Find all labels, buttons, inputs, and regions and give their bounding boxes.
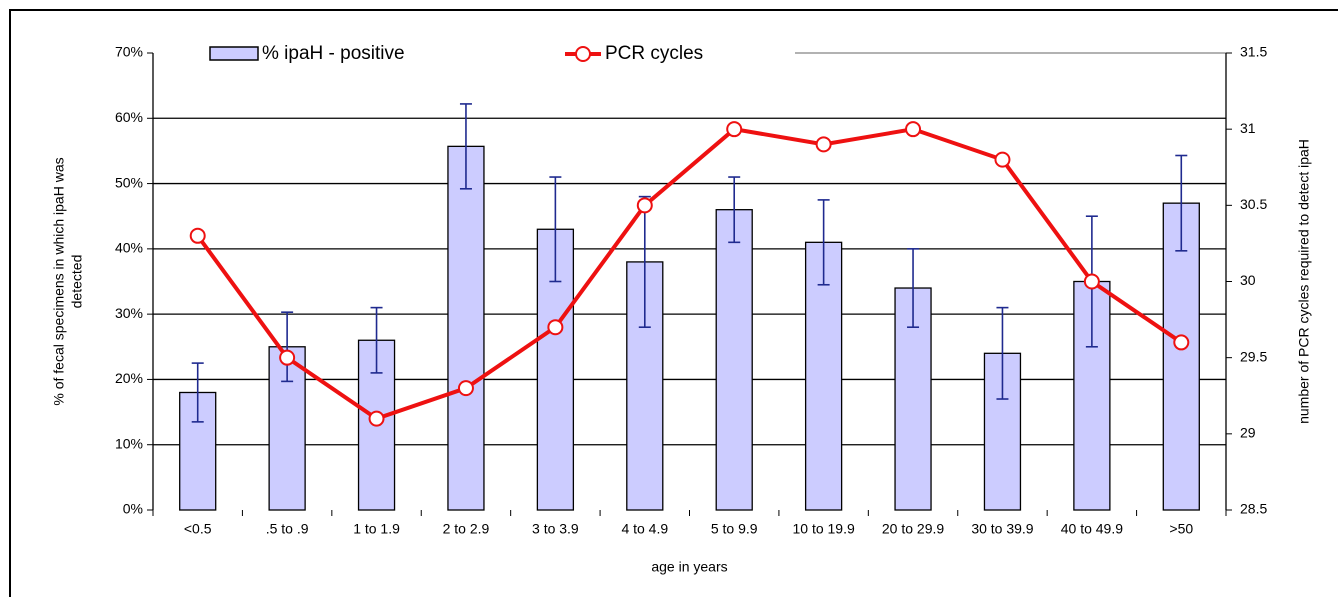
error-bar — [728, 176, 741, 244]
x-tick-label: .5 to .9 — [266, 521, 309, 537]
error-bar — [459, 103, 472, 190]
legend-swatch — [209, 46, 259, 61]
x-tick-label: 10 to 19.9 — [792, 521, 854, 537]
y2-tick-label: 30 — [1240, 272, 1256, 288]
x-axis-title: age in years — [651, 559, 727, 575]
x-tick-label: <0.5 — [184, 521, 212, 537]
line-marker — [815, 136, 832, 153]
x-tick-label: 30 to 39.9 — [971, 521, 1033, 537]
line-marker — [1083, 273, 1100, 290]
error-bar — [281, 311, 294, 383]
y2-tick-label: 31 — [1240, 120, 1256, 136]
y2-tick-label: 29.5 — [1240, 348, 1267, 364]
y-tick-label: 40% — [115, 240, 143, 256]
y-tick-label: 60% — [115, 109, 143, 125]
x-tick-label: >50 — [1169, 521, 1193, 537]
line-marker — [726, 121, 743, 138]
error-bar — [549, 176, 562, 283]
x-tick-label: 3 to 3.9 — [532, 521, 579, 537]
x-tick-label: 1 to 1.9 — [353, 521, 400, 537]
line-marker — [994, 151, 1011, 168]
y2-tick-label: 31.5 — [1240, 44, 1267, 60]
legend-swatch — [575, 46, 591, 62]
x-tick-label: 4 to 4.9 — [621, 521, 668, 537]
bar — [715, 209, 753, 511]
y-tick-label: 0% — [123, 501, 143, 517]
error-bar — [817, 199, 830, 286]
error-bar — [191, 362, 204, 423]
bar — [447, 145, 485, 511]
line-marker — [457, 380, 474, 397]
legend-label: PCR cycles — [605, 43, 703, 64]
y-tick-label: 20% — [115, 370, 143, 386]
line-marker — [1173, 334, 1190, 351]
x-tick-label: 40 to 49.9 — [1061, 521, 1123, 537]
line — [196, 127, 1183, 421]
y-tick-label: 50% — [115, 174, 143, 190]
y-tick-label: 10% — [115, 435, 143, 451]
y-axis-title: % of fecal specimens in which ipaH was — [51, 157, 67, 405]
error-bar — [370, 306, 383, 374]
y-axis-title: detected — [69, 255, 85, 309]
error-bar — [996, 306, 1009, 400]
line-marker — [279, 349, 296, 366]
legend-label: % ipaH - positive — [262, 43, 405, 64]
line-marker — [368, 410, 385, 427]
error-bar — [1175, 154, 1188, 252]
error-bar — [638, 195, 651, 329]
line-marker — [905, 121, 922, 138]
line-marker — [547, 319, 564, 336]
error-bar — [907, 248, 920, 329]
x-tick-label: 2 to 2.9 — [443, 521, 490, 537]
y-tick-label: 30% — [115, 305, 143, 321]
y2-axis-title: number of PCR cycles required to detect … — [1296, 139, 1312, 424]
x-tick-label: 5 to 9.9 — [711, 521, 758, 537]
y-tick-label: 70% — [115, 44, 143, 60]
y2-tick-label: 28.5 — [1240, 501, 1267, 517]
frame — [9, 9, 1338, 597]
line-marker — [636, 197, 653, 214]
x-tick-label: 20 to 29.9 — [882, 521, 944, 537]
line-marker — [189, 227, 206, 244]
y2-tick-label: 30.5 — [1240, 196, 1267, 212]
y2-tick-label: 29 — [1240, 425, 1256, 441]
